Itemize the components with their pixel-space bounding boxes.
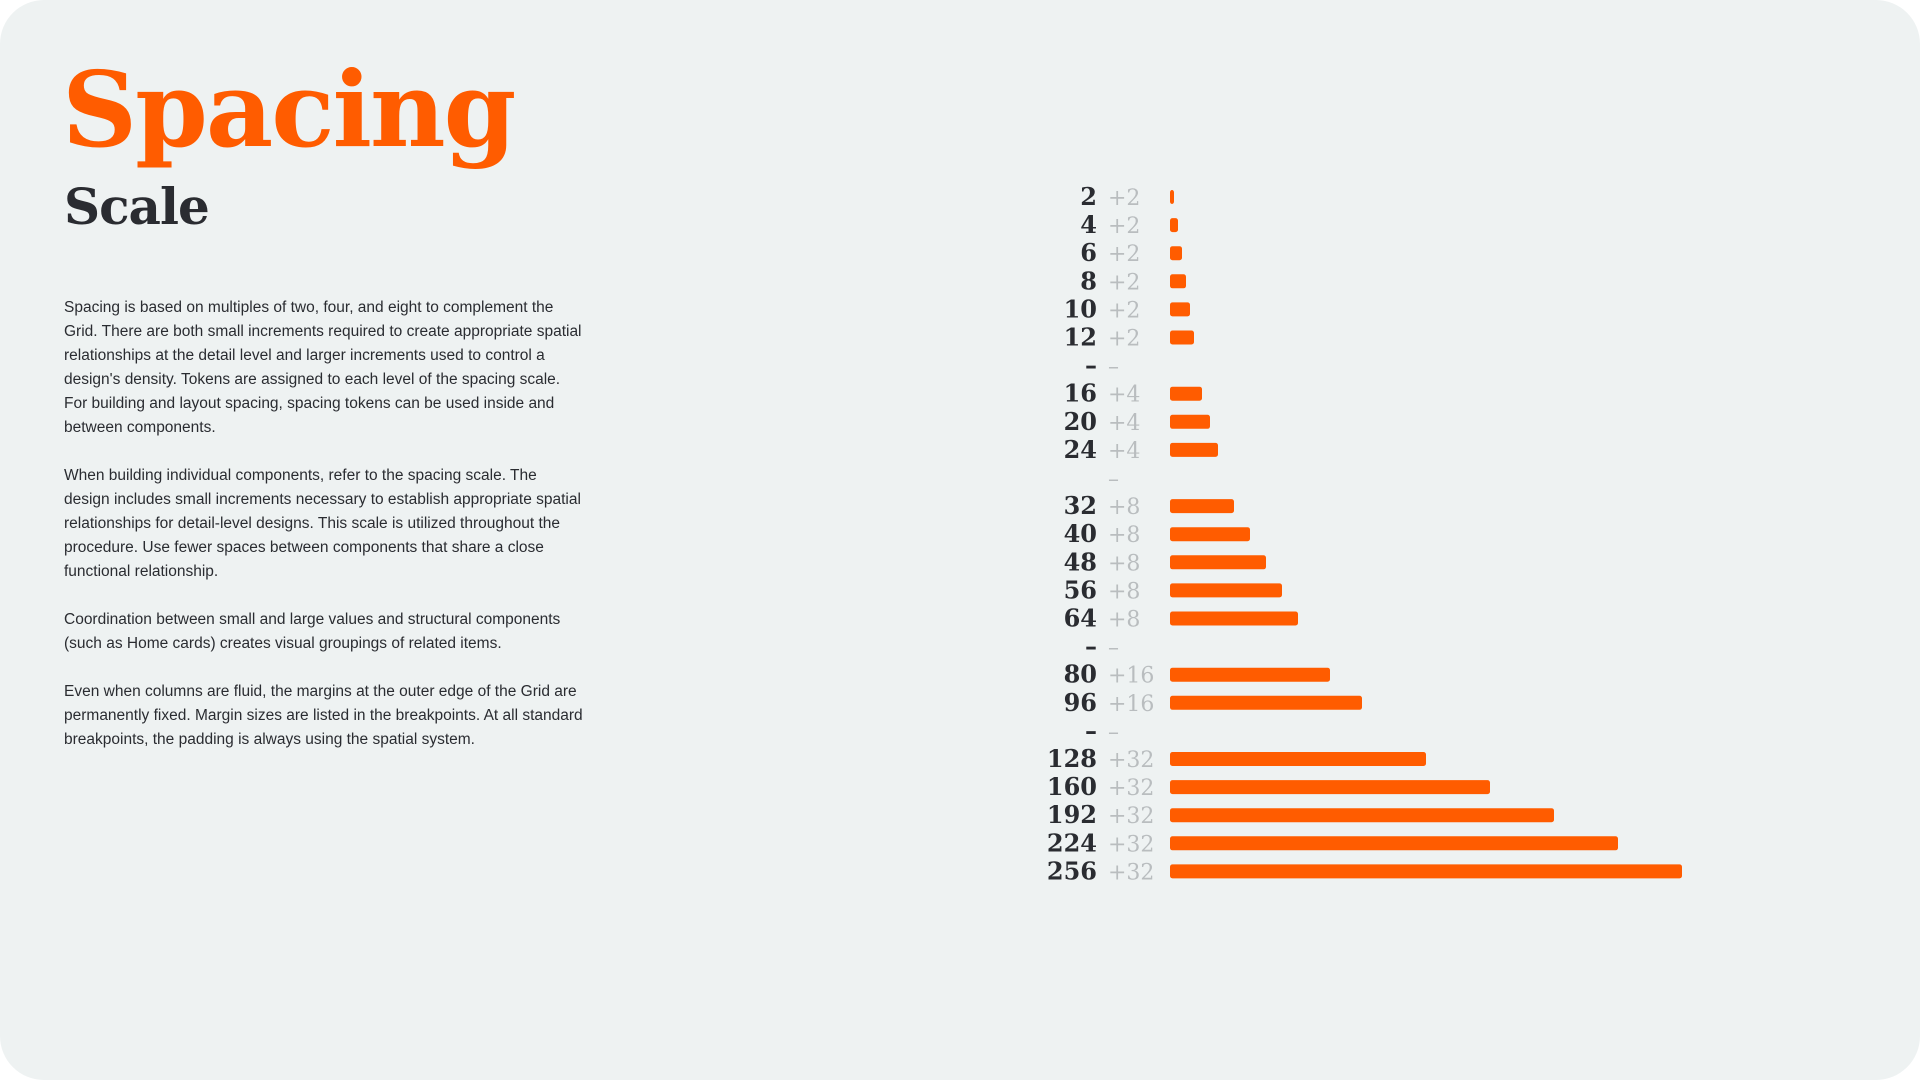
increment-label: +16 (1108, 664, 1154, 689)
increment-label: +4 (1108, 383, 1140, 408)
increment-label: +32 (1108, 832, 1154, 857)
increment-label: +8 (1108, 551, 1140, 576)
value-label: 32 (1064, 491, 1097, 520)
separator-increment: – (1108, 636, 1119, 661)
scale-bar (1170, 330, 1194, 345)
scale-bar (1170, 583, 1282, 598)
value-label: 48 (1064, 547, 1097, 576)
increment-label: +32 (1108, 860, 1154, 885)
scale-bar (1170, 555, 1266, 570)
increment-label: +8 (1108, 523, 1140, 548)
paragraph-2: When building individual components, ref… (64, 467, 581, 580)
scale-bar (1170, 864, 1682, 879)
separator-increment: – (1108, 355, 1119, 380)
value-label: 192 (1047, 800, 1097, 829)
value-label: 224 (1047, 828, 1097, 857)
value-label: 2 (1080, 182, 1097, 211)
increment-label: +4 (1108, 439, 1140, 464)
increment-label: +16 (1108, 692, 1154, 717)
scale-bar (1170, 527, 1250, 542)
separator-label: – (1085, 351, 1097, 380)
scale-bar (1170, 274, 1186, 289)
value-label: 10 (1064, 294, 1097, 323)
value-label: 24 (1064, 435, 1097, 464)
scale-bar (1170, 752, 1426, 766)
increment-label: +2 (1108, 327, 1140, 352)
increment-label: +32 (1108, 776, 1154, 801)
increment-label: +2 (1108, 186, 1140, 211)
separator-label: – (1085, 716, 1097, 745)
value-label: 256 (1047, 856, 1097, 885)
value-label: 80 (1064, 660, 1097, 689)
page-subtitle: Scale (64, 177, 210, 236)
value-label: 6 (1080, 238, 1097, 267)
scale-bar (1170, 246, 1182, 261)
separator-increment: – (1108, 720, 1119, 745)
page-title: Spacing (62, 48, 516, 171)
scale-bar (1170, 499, 1234, 514)
increment-label: +2 (1108, 242, 1140, 267)
scale-bar (1170, 218, 1178, 233)
separator-increment: – (1108, 467, 1119, 492)
scale-bar (1170, 695, 1362, 710)
value-label: 12 (1064, 323, 1097, 352)
description: Spacing is based on multiples of two, fo… (64, 296, 584, 776)
increment-label: +8 (1108, 579, 1140, 604)
increment-label: +8 (1108, 495, 1140, 520)
increment-label: +32 (1108, 804, 1154, 829)
paragraph-4: Even when columns are fluid, the margins… (64, 683, 583, 748)
value-label: 56 (1064, 575, 1097, 604)
value-label: 128 (1047, 744, 1097, 773)
value-label: 160 (1047, 772, 1097, 801)
paragraph-3: Coordination between small and large val… (64, 611, 561, 652)
scale-bar (1170, 780, 1490, 795)
value-label: 40 (1064, 519, 1097, 548)
value-label: 8 (1080, 266, 1097, 295)
scale-bar (1170, 302, 1190, 317)
increment-label: +2 (1108, 214, 1140, 239)
value-label: 96 (1064, 688, 1097, 717)
separator-label: – (1085, 632, 1097, 661)
increment-label: +2 (1108, 298, 1140, 323)
increment-label: +4 (1108, 411, 1140, 436)
scale-bar (1170, 442, 1218, 457)
scale-bar (1170, 667, 1330, 682)
increment-label: +2 (1108, 270, 1140, 295)
increment-label: +8 (1108, 608, 1140, 633)
scale-bar (1170, 386, 1202, 401)
scale-bar (1170, 190, 1174, 204)
value-label: 20 (1064, 407, 1097, 436)
scale-bar (1170, 836, 1618, 851)
paragraph-1: Spacing is based on multiples of two, fo… (64, 299, 582, 436)
scale-bar (1170, 611, 1298, 626)
value-label: 16 (1064, 379, 1097, 408)
value-label: 4 (1080, 210, 1097, 239)
scale-bar (1170, 414, 1210, 429)
increment-label: +32 (1108, 748, 1154, 773)
scale-bar (1170, 808, 1554, 823)
value-label: 64 (1064, 604, 1097, 633)
